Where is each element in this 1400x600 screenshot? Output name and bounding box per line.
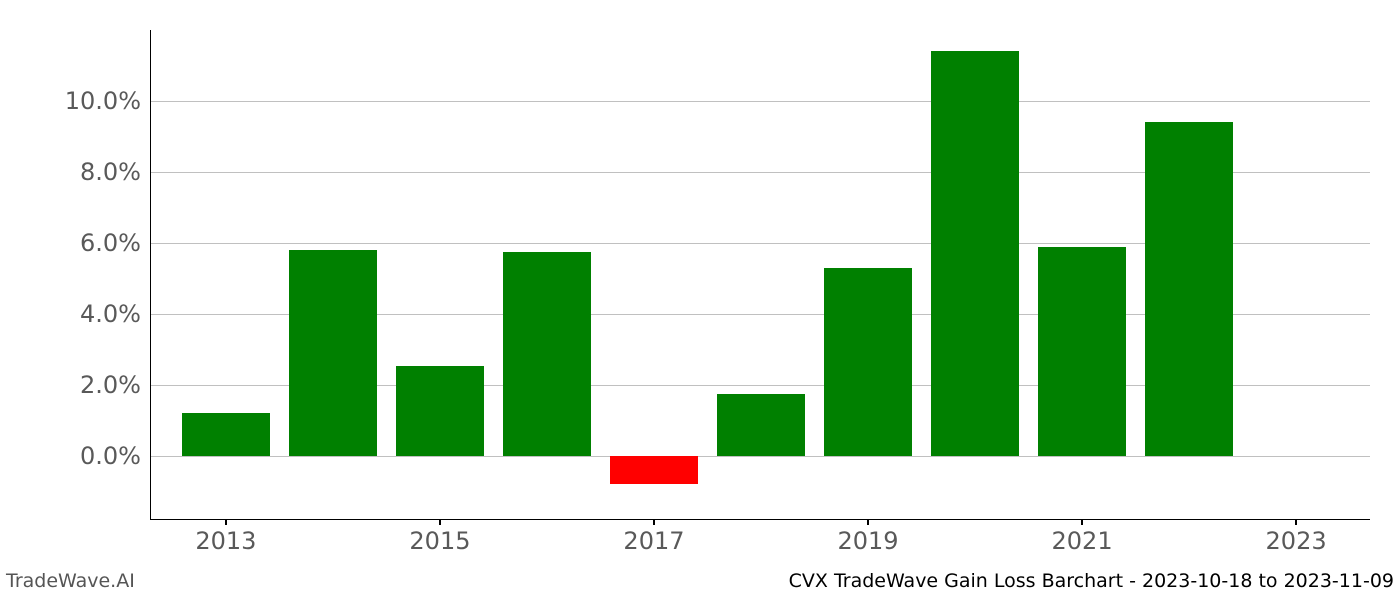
x-tick-label: 2013 [195, 519, 256, 555]
y-tick-label: 6.0% [80, 229, 151, 257]
gridline [151, 101, 1370, 102]
x-tick-label: 2015 [409, 519, 470, 555]
x-tick-label: 2023 [1266, 519, 1327, 555]
y-tick-label: 8.0% [80, 158, 151, 186]
bar [1145, 122, 1233, 456]
footer-left-label: TradeWave.AI [6, 570, 135, 592]
gridline [151, 456, 1370, 457]
bar [824, 268, 912, 456]
y-tick-label: 4.0% [80, 300, 151, 328]
y-tick-label: 2.0% [80, 371, 151, 399]
gain-loss-barchart: 0.0% 2.0% 4.0% 6.0% 8.0% 10.0% 2013 2015 2017 201… [0, 0, 1400, 600]
bar [503, 252, 591, 456]
bar [717, 394, 805, 456]
y-tick-label: 10.0% [65, 87, 151, 115]
bar [289, 250, 377, 456]
plot-area: 0.0%2.0%4.0%6.0%8.0%10.0%201320152017201… [150, 30, 1370, 520]
x-tick-label: 2019 [837, 519, 898, 555]
bar [396, 366, 484, 457]
bar [182, 413, 270, 456]
bar [931, 51, 1019, 456]
bar [1038, 247, 1126, 456]
x-tick-label: 2017 [623, 519, 684, 555]
y-tick-label: 0.0% [80, 442, 151, 470]
bar [610, 456, 698, 484]
footer-right-label: CVX TradeWave Gain Loss Barchart - 2023-… [789, 570, 1394, 592]
x-tick-label: 2021 [1052, 519, 1113, 555]
